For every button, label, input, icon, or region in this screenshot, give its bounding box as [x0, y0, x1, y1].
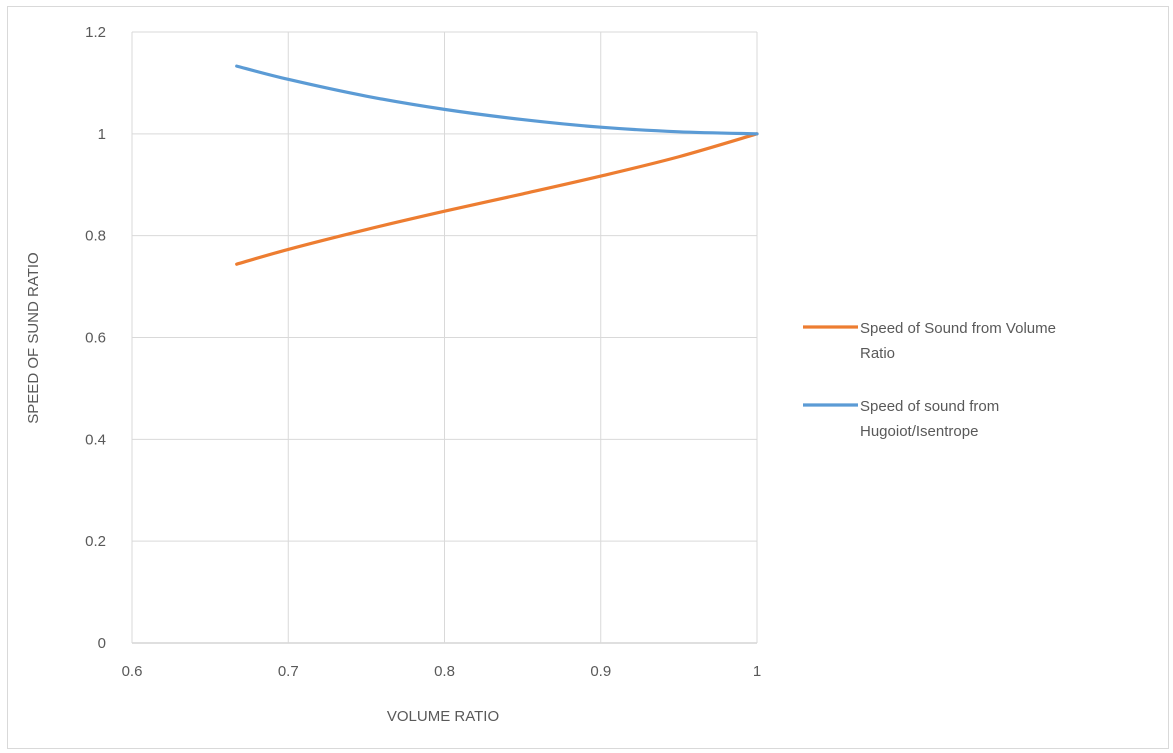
chart-frame [7, 6, 1169, 749]
y-axis-title: SPEED OF SUND RATIO [25, 252, 42, 423]
legend-label: Speed of Sound from Volume [860, 320, 1056, 337]
y-tick-label: 0.6 [85, 330, 106, 347]
grid-lines [131, 31, 758, 644]
x-tick-label: 0.7 [278, 663, 299, 680]
y-tick-label: 0 [98, 635, 106, 652]
legend-label: Speed of sound from [860, 398, 999, 415]
y-axis-ticks: 0 0.2 0.4 0.6 0.8 1 1.2 [85, 24, 106, 652]
x-tick-label: 0.9 [590, 663, 611, 680]
series-line-2 [235, 64, 759, 136]
y-tick-label: 0.2 [85, 533, 106, 550]
series-line-1 [235, 132, 759, 266]
y-tick-label: 0.4 [85, 431, 106, 448]
x-axis-title: VOLUME RATIO [387, 708, 499, 725]
y-tick-label: 1 [98, 126, 106, 143]
x-axis-ticks: 0.6 0.7 0.8 0.9 1 [122, 663, 762, 680]
legend-label: Hugoiot/Isentrope [860, 423, 978, 440]
y-tick-label: 1.2 [85, 24, 106, 41]
x-tick-label: 0.6 [122, 663, 143, 680]
legend: Speed of Sound from Volume Ratio Speed of … [803, 320, 1056, 440]
legend-label: Ratio [860, 345, 895, 362]
x-tick-label: 1 [753, 663, 761, 680]
y-tick-label: 0.8 [85, 228, 106, 245]
series-lines [235, 64, 759, 266]
x-tick-label: 0.8 [434, 663, 455, 680]
